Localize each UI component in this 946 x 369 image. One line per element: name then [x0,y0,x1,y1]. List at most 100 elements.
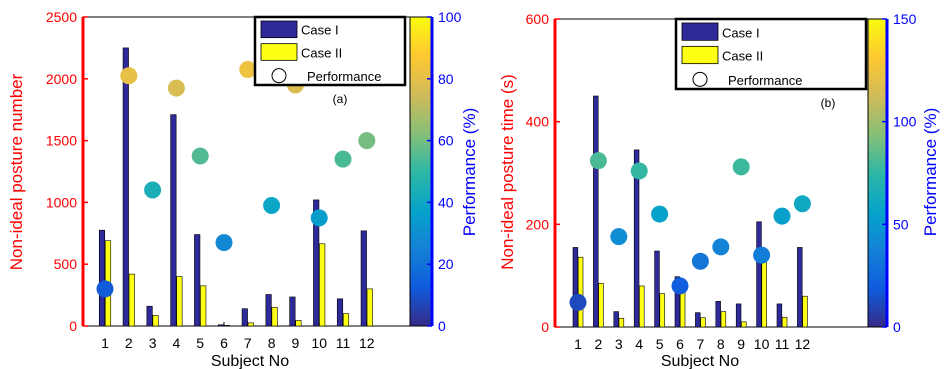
panel-b-xtick-label: 9 [737,336,745,352]
panel-b-bar-case2 [781,316,788,328]
panel-a-xtick-label: 4 [173,335,181,351]
panel-b-ytick-label: 600 [526,11,550,27]
panel-b-legend-swatch [681,45,719,65]
panel-a-xtick-label: 7 [244,335,252,351]
panel-a-bar-case2 [200,285,207,327]
panel-a-y2tick-label: 60 [438,133,454,149]
panel-b-legend-marker [692,71,708,87]
panel-b-xtick-label: 10 [754,336,770,352]
panel-b-xtick-label: 6 [676,336,684,352]
panel-b-bar-case2 [761,257,767,328]
panel-a-ytick-label: 2500 [46,9,77,25]
panel-a-performance-dot [215,234,233,252]
panel-a-bar-case2 [271,307,278,327]
panel-a-xtick-label: 11 [336,335,351,351]
panel-b-xtick-label: 2 [595,336,603,352]
panel-a-colorbar [409,16,432,327]
panel-a-bar-case1 [336,298,344,327]
panel-a-xtick-label: 9 [292,335,300,351]
panel-b-performance-dot [712,238,730,256]
panel-a-xlabel: Subject No [211,353,289,369]
panel-b-bar-case1 [654,250,660,328]
panel-b-bar-case2 [802,295,808,328]
panel-b-xtick-label: 5 [656,336,664,352]
panel-a-performance-dot [167,79,185,97]
panel-a-legend-swatch [260,43,298,61]
panel-b-xlabel: Subject No [661,353,739,369]
panel-b-performance-dot [753,246,771,264]
panel-b-legend-swatch [681,22,719,41]
panel-b-bar-case1 [572,247,579,328]
panel-b-xtick-label: 1 [574,336,582,352]
panel-a-ytick-label: 0 [69,318,77,334]
panel-a-performance-dot [96,280,114,298]
panel-b-bar-case1 [674,276,681,328]
panel-a-bar-case1 [217,324,225,327]
panel-b-bar-case2 [598,283,604,328]
panel-a-ylabel: Non-ideal posture number [7,73,26,270]
panel-b-performance-dot [732,158,750,176]
panel-a-bar-case2 [342,313,350,327]
panel-b-performance-dot [651,205,669,223]
panel-a-bar-case1 [98,229,106,327]
panel-b-xtick-label: 12 [795,336,811,352]
panel-b-bar-case1 [695,312,701,328]
panel-b-ytick-label: 200 [526,216,550,232]
panel-a-bar-case2 [319,243,326,327]
panel-b-ylabel: Non-ideal posture time (s) [498,74,517,270]
panel-b-bar-case2 [618,317,625,328]
panel-a-performance-dot [334,150,352,168]
panel-a-performance-dot [191,147,209,165]
panel-a-bar-case1 [313,199,320,327]
panel-a-bar-case2 [152,315,159,327]
panel-a-legend-label: Performance [307,69,381,84]
panel-a-ytick-label: 2000 [46,71,77,87]
panel-b-bar-case1 [735,303,742,328]
panel-a-legend-label: Case I [301,23,339,38]
panel-a-bar-case1 [241,308,248,327]
panel-b-y2tick-label: 50 [893,216,909,232]
panel-b-xtick-label: 11 [775,336,790,352]
panel-b-bar-case1 [776,303,783,328]
panel-a-xtick-label: 2 [125,335,133,351]
panel-b-xtick-label: 8 [717,336,725,352]
panel-a-xtick-label: 5 [196,335,204,351]
panel-a-xtick-label: 8 [268,335,276,351]
panel-b-bar-case2 [741,321,747,328]
panel-a-performance-dot [120,67,138,85]
panel-a-y2tick-label: 100 [438,9,462,25]
panel-b-xtick-label: 7 [697,336,705,352]
panel-a-ytick-label: 1500 [46,133,77,149]
panel-b-performance-dot [671,277,689,295]
panel-a-bar-case1 [170,114,177,327]
panel-b-performance-dot [569,293,587,311]
panel-a-bar-case2 [295,320,302,327]
panel-b-bar-case2 [639,285,645,328]
panel-a-subtitle: (a) [333,92,348,106]
panel-a-bar-case2 [128,273,135,327]
panel-b-performance-dot [691,252,709,270]
panel-b-performance-dot [589,152,607,170]
panel-b-bar-case1 [593,95,599,328]
panel-a-bar-case2 [176,276,183,327]
panel-b-bar-case1 [613,311,619,328]
panel-b-bar-case1 [756,221,762,328]
panel-b-bar-case2 [700,317,706,328]
panel-b-performance-dot [793,195,811,213]
panel-b-subtitle: (b) [821,96,836,110]
panel-b-bar-case2 [720,311,727,328]
panel-b-legend-label: Performance [728,73,802,88]
panel-a-y2tick-label: 20 [438,256,454,272]
panel-b-ylabel-right: Performance (%) [921,108,940,236]
panel-b-performance-dot [610,228,628,246]
panel-a-xtick-label: 3 [149,335,157,351]
panel-a-legend-marker [271,68,287,84]
panel-b-ytick-label: 0 [541,319,549,335]
panel-b-performance-dot [630,162,648,180]
panel-a-bar-case1 [146,305,153,327]
panel-a-bar-case2 [223,325,231,327]
panel-b-xtick-label: 3 [615,336,623,352]
panel-a-legend-swatch [260,20,298,39]
panel-a-bar-case1 [122,47,129,327]
